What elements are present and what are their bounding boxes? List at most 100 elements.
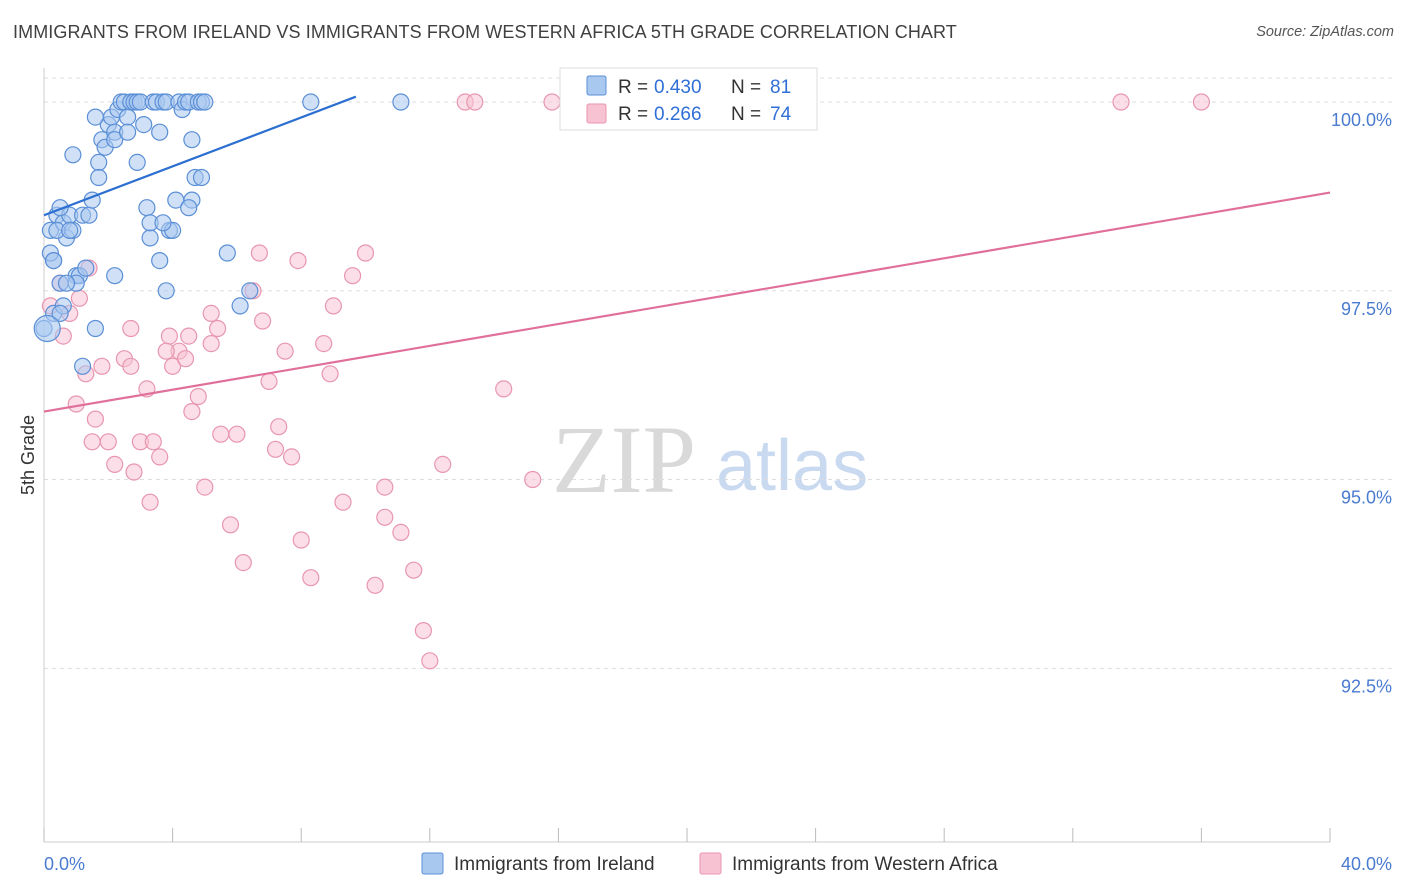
legend-swatch-wafrica-bottom [699, 852, 722, 875]
data-point-western-africa [302, 569, 320, 587]
data-point-western-africa [202, 304, 220, 322]
data-point-western-africa [250, 244, 268, 262]
data-point-western-africa [414, 621, 432, 640]
data-point-ireland [90, 153, 108, 171]
data-point-ireland [61, 221, 79, 239]
legend-n-label-wafrica: N = [731, 104, 761, 125]
data-point-ireland [138, 199, 156, 217]
legend-r-label-wafrica: R = [618, 104, 648, 125]
data-point-western-africa [212, 425, 230, 443]
data-point-western-africa [183, 403, 201, 421]
data-point-ireland [196, 93, 214, 111]
data-point-western-africa [151, 448, 169, 466]
data-point-western-africa [276, 342, 294, 360]
chart-title: IMMIGRANTS FROM IRELAND VS IMMIGRANTS FR… [13, 22, 957, 42]
y-tick-label: 95.0% [1341, 488, 1392, 508]
data-point-ireland [51, 304, 69, 322]
data-point-ireland [141, 229, 159, 247]
data-point-ireland [118, 108, 137, 126]
legend-label-ireland: Immigrants from Ireland [454, 854, 655, 875]
data-point-western-africa [202, 335, 220, 353]
data-point-western-africa [392, 523, 410, 542]
data-point-western-africa [466, 93, 484, 111]
data-point-western-africa [283, 448, 301, 466]
y-tick-label: 97.5% [1341, 299, 1392, 319]
x-tick-label-min: 0.0% [44, 854, 85, 874]
data-point-western-africa [254, 312, 272, 330]
data-point-western-africa [270, 418, 288, 436]
legend-swatch-ireland [586, 75, 607, 96]
data-point-western-africa [321, 365, 339, 383]
data-point-ireland [44, 252, 63, 270]
data-point-western-africa [189, 387, 207, 406]
data-point-ireland [106, 267, 124, 285]
data-point-western-africa [260, 372, 278, 390]
data-point-western-africa [106, 455, 124, 473]
data-point-ireland [77, 259, 95, 277]
data-point-ireland [241, 282, 259, 300]
legend-swatch-wafrica [586, 103, 607, 124]
data-point-ireland [73, 357, 92, 375]
trend-line-western-africa [43, 191, 1331, 413]
data-point-ireland [302, 93, 320, 111]
data-point-western-africa [228, 425, 246, 443]
data-point-western-africa [434, 455, 452, 473]
data-point-western-africa [234, 553, 252, 572]
data-point-western-africa [141, 493, 159, 511]
watermark: ZIP atlas [552, 406, 868, 513]
data-point-western-africa [176, 350, 195, 368]
data-point-western-africa [405, 561, 423, 579]
legend-r-value-ireland: 0.430 [654, 77, 702, 98]
watermark-atlas: atlas [716, 426, 868, 506]
legend-n-label-ireland: N = [731, 77, 761, 98]
data-point-western-africa [1192, 93, 1211, 111]
data-point-western-africa [164, 357, 182, 375]
data-point-ireland [80, 206, 98, 224]
data-point-western-africa [376, 508, 394, 526]
data-point-ireland [218, 244, 236, 262]
legend-label-wafrica: Immigrants from Western Africa [732, 854, 998, 875]
data-point-ireland [151, 123, 169, 141]
data-point-ireland [183, 131, 201, 149]
data-point-western-africa [70, 289, 89, 307]
data-point-ireland-cluster [33, 314, 61, 343]
data-point-ireland [106, 131, 124, 149]
data-point-western-africa [495, 380, 513, 398]
data-point-western-africa [196, 478, 214, 496]
legend-r-value-wafrica: 0.266 [654, 104, 702, 125]
data-point-western-africa [324, 297, 342, 315]
series-legend: Immigrants from Ireland Immigrants from … [421, 852, 998, 875]
stats-legend: R = 0.430 N = 81 R = 0.266 N = 74 [559, 67, 818, 131]
data-point-western-africa [160, 327, 178, 345]
gridlines [44, 77, 1392, 669]
data-point-western-africa [356, 244, 375, 262]
data-point-western-africa [421, 652, 439, 670]
data-point-western-africa [125, 463, 143, 481]
data-point-western-africa [289, 252, 307, 270]
data-point-ireland [86, 319, 105, 338]
source-label: Source: ZipAtlas.com [1256, 24, 1394, 40]
data-point-western-africa [67, 395, 85, 413]
data-point-western-africa [144, 433, 162, 451]
data-point-ireland [180, 199, 198, 217]
data-point-ireland [192, 168, 211, 187]
y-axis-title: 5th Grade [18, 415, 38, 495]
data-point-western-africa [122, 357, 140, 375]
data-point-western-africa [334, 493, 352, 511]
data-point-western-africa [93, 357, 111, 375]
data-point-ireland [135, 115, 153, 134]
data-point-ireland [128, 153, 146, 171]
data-point-western-africa [157, 342, 175, 360]
data-point-western-africa [292, 531, 310, 549]
legend-n-value-ireland: 81 [770, 77, 791, 98]
data-point-ireland [118, 123, 137, 141]
y-tick-label: 92.5% [1341, 676, 1392, 696]
x-ticks [43, 828, 1331, 842]
legend-swatch-ireland-bottom [421, 852, 444, 875]
legend-r-label-ireland: R = [618, 77, 648, 98]
data-point-western-africa [86, 410, 105, 428]
data-point-western-africa [221, 516, 240, 534]
data-point-western-africa [209, 319, 227, 338]
data-point-western-africa [376, 478, 394, 496]
